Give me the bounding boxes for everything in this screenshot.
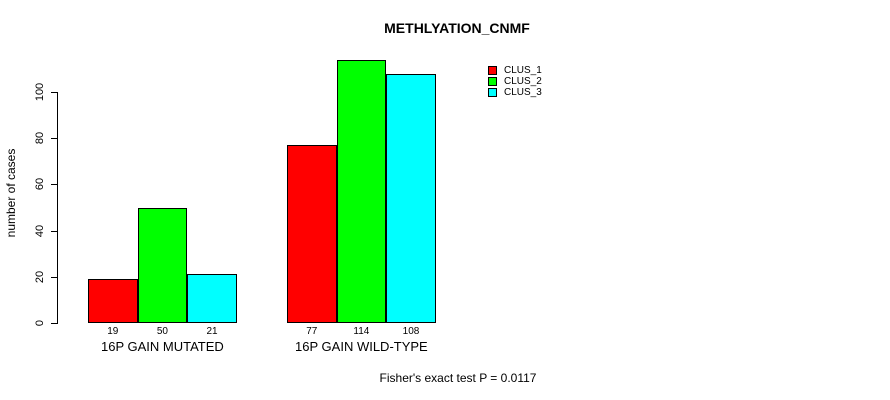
y-axis-tick — [51, 138, 58, 139]
y-axis-tick — [51, 92, 58, 93]
category-label: 16P GAIN MUTATED — [100, 339, 224, 354]
bar-value-label: 114 — [353, 326, 370, 337]
y-axis-tick-label: 40 — [34, 224, 46, 237]
bar-clus_3-group1 — [187, 274, 237, 323]
y-axis-tick — [51, 184, 58, 185]
bar-clus_2-group2 — [336, 59, 387, 323]
legend-label: CLUS_2 — [504, 76, 542, 87]
category-label: 16P GAIN WILD-TYPE — [295, 339, 428, 354]
y-axis-tick — [51, 277, 58, 278]
y-axis-tick-label: 0 — [34, 319, 46, 327]
y-axis-tick — [51, 323, 58, 324]
bar-value-label: 77 — [306, 326, 318, 337]
legend-label: CLUS_3 — [504, 87, 542, 98]
y-axis-title: number of cases — [4, 148, 18, 238]
bar-clus_3-group2 — [386, 73, 436, 323]
y-axis-line — [57, 92, 58, 324]
chart-title: METHLYATION_CNMF — [384, 20, 530, 36]
bar-clus_1-group2 — [287, 145, 337, 323]
bar-clus_2-group1 — [137, 207, 188, 323]
bar-value-label: 19 — [107, 326, 119, 337]
bar-value-label: 108 — [402, 326, 420, 337]
y-axis-tick-label: 20 — [34, 270, 46, 283]
bar-value-label: 50 — [156, 326, 168, 337]
legend-swatch-clus_2 — [488, 77, 497, 86]
y-axis-tick-label: 60 — [34, 178, 46, 191]
bar-value-label: 21 — [206, 326, 218, 337]
legend-swatch-clus_1 — [488, 66, 497, 75]
bar-clus_1-group1 — [88, 279, 138, 323]
y-axis-tick-label: 80 — [34, 132, 46, 145]
y-axis-tick-label: 100 — [34, 82, 46, 102]
fisher-test-annotation: Fisher's exact test P = 0.0117 — [379, 371, 537, 385]
legend-label: CLUS_1 — [504, 65, 542, 76]
legend-swatch-clus_3 — [488, 88, 497, 97]
y-axis-tick — [51, 231, 58, 232]
